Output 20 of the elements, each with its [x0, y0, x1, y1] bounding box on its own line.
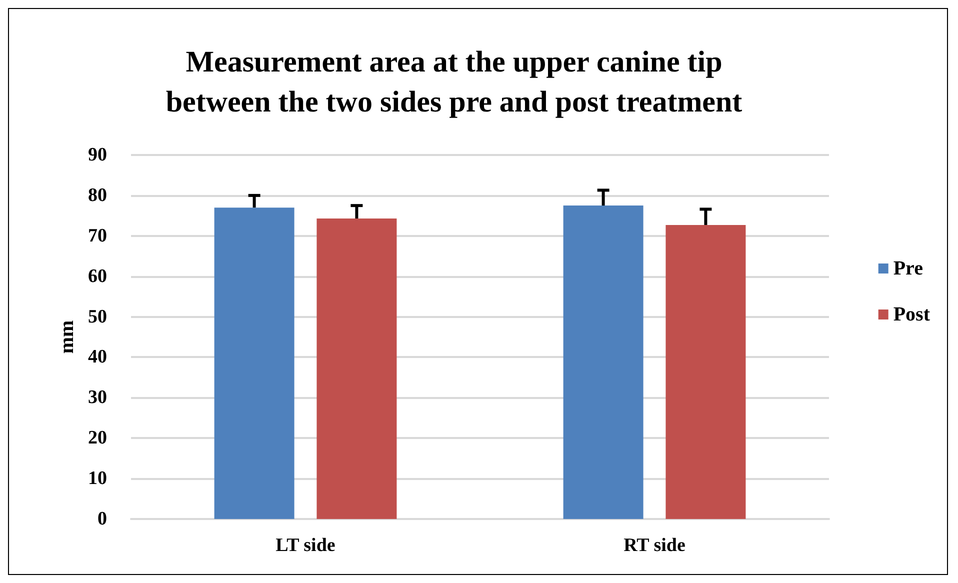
legend-label: Post	[893, 304, 930, 326]
bar	[214, 208, 294, 519]
x-tick-label: RT side	[624, 535, 686, 556]
y-tick-label: 40	[88, 346, 107, 368]
y-tick-label: 60	[88, 266, 107, 287]
legend-label: Pre	[893, 258, 924, 280]
y-tick-label: 70	[88, 225, 107, 246]
bar	[666, 224, 746, 519]
y-tick-label: 50	[88, 306, 107, 328]
y-tick-label: 20	[88, 428, 107, 449]
y-tick-label: 30	[88, 387, 107, 408]
y-tick-label: 10	[88, 468, 107, 490]
x-tick-label: LT side	[276, 535, 336, 556]
y-tick-label: 80	[88, 184, 107, 206]
chart-title: Measurement area at the upper canine tip between the two sides pre and post treatment	[166, 46, 742, 118]
y-tick-label: 90	[88, 144, 107, 166]
bar	[563, 206, 644, 519]
y-tick-label: 0	[98, 508, 107, 530]
bar	[316, 218, 397, 519]
y-axis-title: mm	[56, 320, 78, 354]
